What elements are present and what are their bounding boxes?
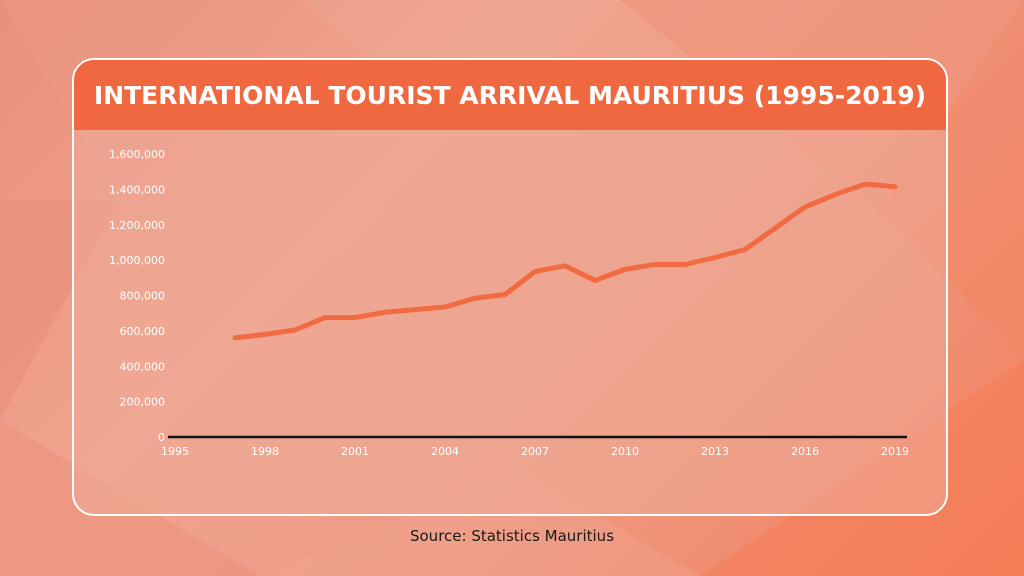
x-tick-label: 2007 (521, 445, 549, 458)
y-tick-label: 1,200,000 (109, 219, 165, 232)
series-line (232, 181, 898, 341)
y-tick-label: 800,000 (120, 290, 166, 303)
x-tick-label: 1998 (251, 445, 279, 458)
x-tick-label: 2016 (791, 445, 819, 458)
source-note: Source: Statistics Mauritius (409, 527, 615, 545)
chart-card: INTERNATIONAL TOURIST ARRIVAL MAURITIUS … (72, 58, 948, 516)
y-tick-label: 1,600,000 (109, 148, 165, 161)
x-tick-label: 2019 (881, 445, 909, 458)
x-tick-label: 2001 (341, 445, 369, 458)
y-tick-label: 1,400,000 (109, 183, 165, 196)
y-tick-label: 1,000,000 (109, 254, 165, 267)
y-tick-label: 600,000 (120, 325, 166, 338)
y-tick-label: 200,000 (120, 396, 166, 409)
x-tick-label: 2004 (431, 445, 459, 458)
x-tick-label: 2010 (611, 445, 639, 458)
y-tick-label: 400,000 (120, 360, 166, 373)
chart-header: INTERNATIONAL TOURIST ARRIVAL MAURITIUS … (74, 60, 946, 130)
x-tick-label: 1995 (161, 445, 189, 458)
y-tick-label: 0 (158, 431, 165, 444)
chart-title: INTERNATIONAL TOURIST ARRIVAL MAURITIUS … (93, 80, 927, 110)
x-tick-label: 2013 (701, 445, 729, 458)
